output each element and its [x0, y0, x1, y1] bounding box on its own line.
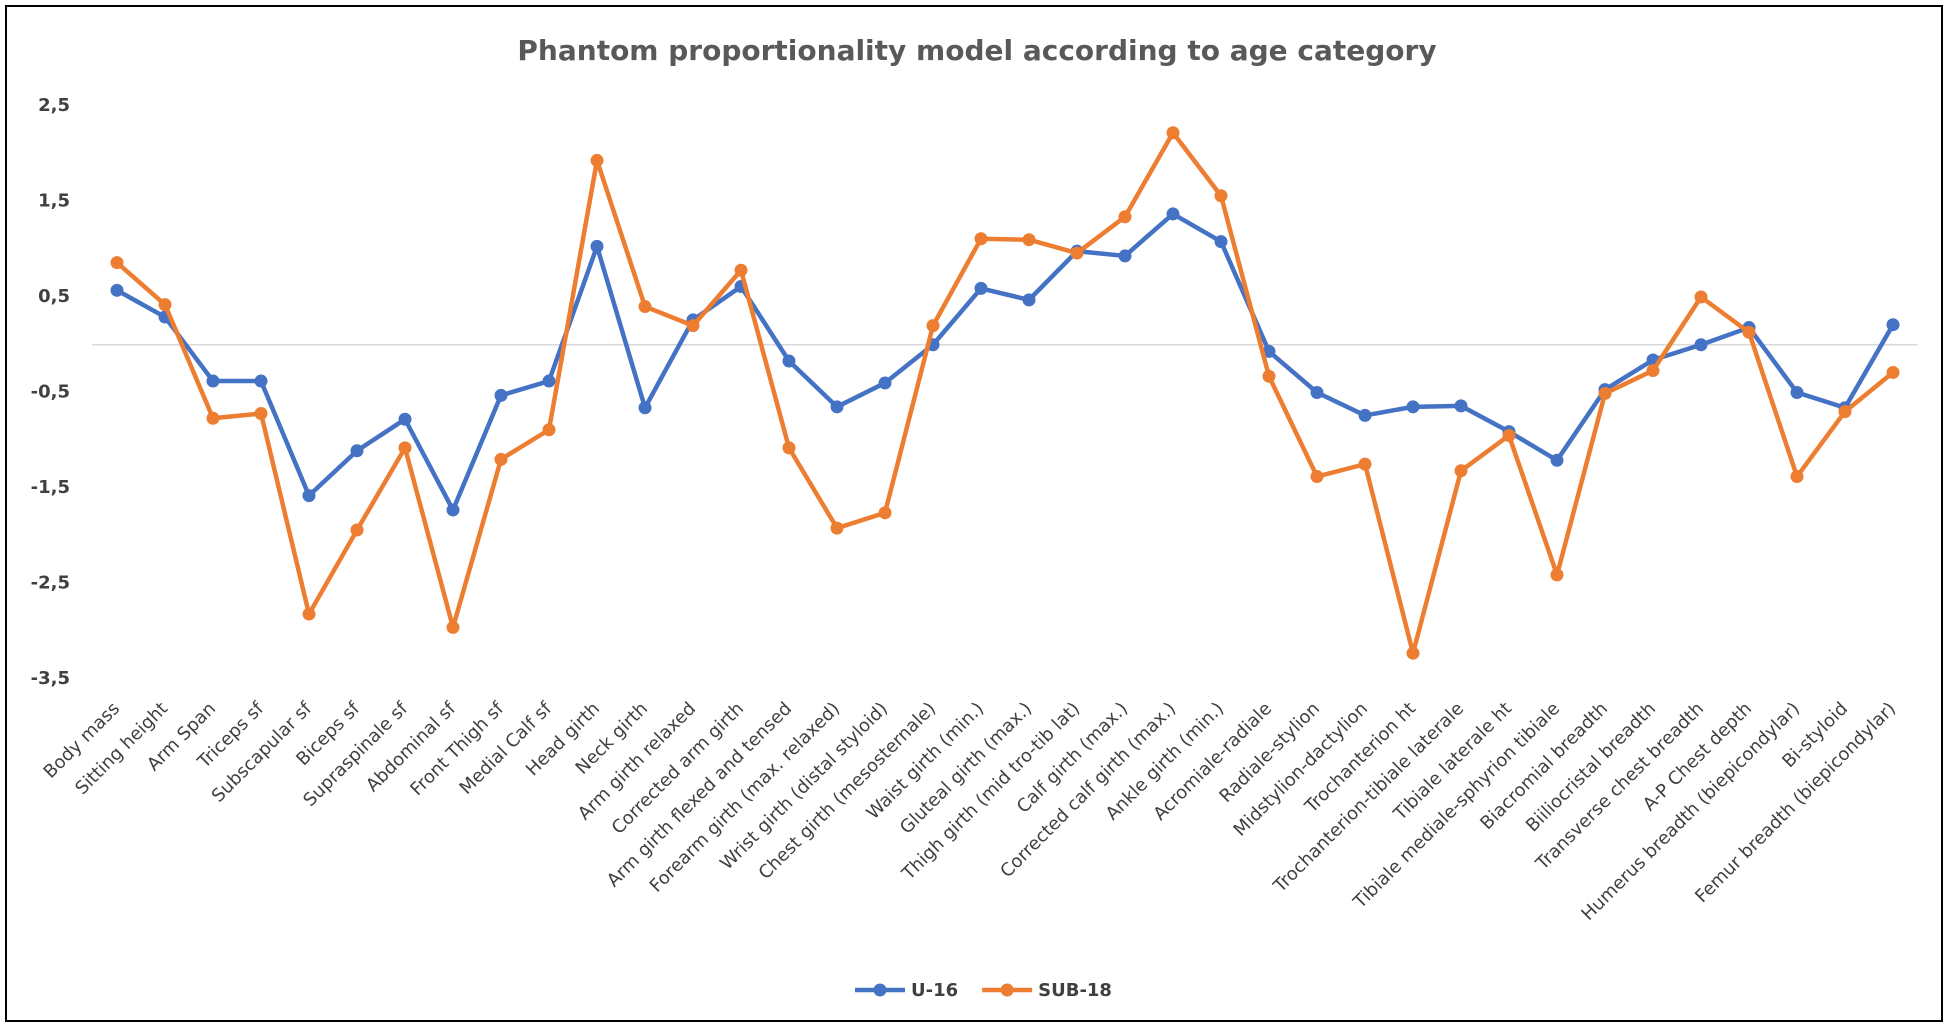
chart-frame — [5, 5, 1943, 1022]
data-point — [206, 411, 220, 425]
data-point — [734, 263, 748, 277]
y-tick-label: 1,5 — [38, 191, 70, 212]
data-point — [1838, 405, 1852, 419]
data-point — [1070, 246, 1084, 260]
data-point — [1406, 646, 1420, 660]
data-point — [974, 281, 988, 295]
data-point — [638, 300, 652, 314]
data-point — [302, 489, 316, 503]
data-point — [1310, 470, 1324, 484]
data-point — [398, 412, 412, 426]
legend-label: U-16 — [911, 980, 958, 1001]
chart-title: Phantom proportionality model according … — [517, 34, 1436, 67]
data-point — [254, 407, 268, 421]
data-point — [1550, 453, 1564, 467]
data-point — [782, 441, 796, 455]
series-line — [115, 130, 1895, 656]
data-point — [1790, 470, 1804, 484]
data-point — [542, 374, 556, 388]
data-point — [1502, 428, 1516, 442]
data-point — [926, 319, 940, 333]
data-point — [1310, 386, 1324, 399]
data-point — [446, 503, 460, 517]
data-point — [1166, 126, 1180, 140]
data-point — [1454, 464, 1468, 478]
data-point — [1166, 207, 1180, 221]
data-point — [638, 401, 652, 415]
data-point — [878, 506, 892, 520]
data-point — [1646, 364, 1660, 378]
data-point — [350, 523, 364, 537]
data-point — [974, 232, 988, 246]
data-point — [1886, 318, 1900, 332]
data-point — [350, 444, 364, 458]
data-point — [1118, 249, 1132, 263]
data-point — [1118, 210, 1132, 224]
data-point — [1262, 369, 1276, 383]
data-point — [1214, 189, 1228, 203]
data-point — [302, 607, 316, 621]
series-line — [115, 211, 1895, 513]
legend-marker — [1000, 983, 1014, 997]
data-point — [398, 441, 412, 455]
data-point — [1886, 365, 1900, 379]
data-point — [110, 283, 124, 297]
data-point — [1694, 338, 1708, 352]
data-point — [590, 153, 604, 167]
data-point — [1694, 290, 1708, 304]
data-point — [590, 239, 604, 253]
data-point — [830, 400, 844, 414]
data-point — [446, 620, 460, 634]
data-point — [1214, 235, 1228, 249]
data-point — [1022, 233, 1036, 247]
data-point — [830, 521, 844, 535]
data-point — [1454, 399, 1468, 413]
data-point — [1598, 386, 1612, 400]
legend-marker — [873, 983, 887, 997]
data-point — [1406, 400, 1420, 414]
data-point — [686, 319, 700, 333]
data-point — [494, 388, 508, 402]
legend-label: SUB-18 — [1038, 980, 1112, 1001]
data-point — [158, 298, 172, 312]
y-tick-label: -1,5 — [31, 477, 70, 498]
data-point — [542, 423, 556, 437]
data-point — [1742, 325, 1756, 339]
data-point — [1550, 568, 1564, 582]
y-tick-label: -0,5 — [31, 382, 70, 403]
data-point — [206, 374, 220, 388]
y-tick-label: -2,5 — [31, 573, 70, 594]
data-point — [1358, 457, 1372, 471]
data-point — [878, 376, 892, 390]
y-tick-label: 2,5 — [38, 95, 70, 116]
data-point — [110, 256, 124, 270]
y-tick-label: 0,5 — [38, 286, 70, 307]
data-point — [1358, 408, 1372, 422]
data-point — [1790, 386, 1804, 399]
data-point — [782, 354, 796, 368]
data-point — [1022, 293, 1036, 307]
data-point — [494, 452, 508, 466]
y-tick-label: -3,5 — [31, 668, 70, 689]
data-point — [1262, 344, 1276, 358]
data-point — [254, 374, 268, 388]
